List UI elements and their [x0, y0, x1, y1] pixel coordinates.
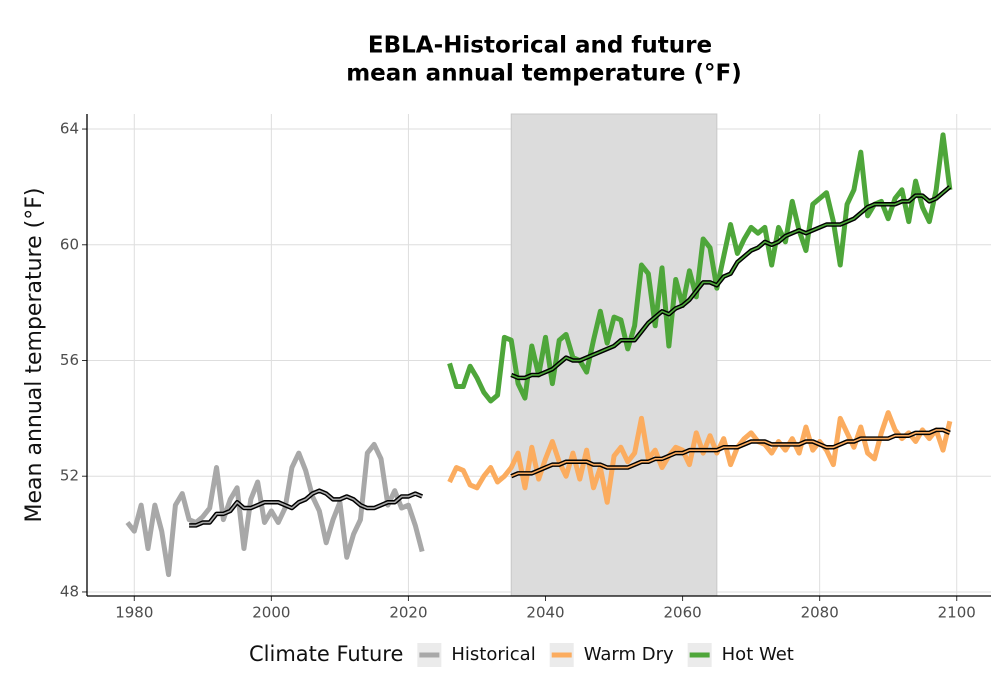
series-line	[125, 441, 425, 578]
y-tick-label: 64	[60, 120, 79, 138]
rolling-mean	[189, 489, 423, 527]
legend-label: Warm Dry	[584, 644, 674, 665]
chart-title: mean annual temperature (°F)	[346, 61, 742, 87]
chart-title: EBLA-Historical and future	[368, 33, 712, 59]
rolling-mean	[510, 186, 951, 379]
x-tick-label: 2020	[389, 604, 427, 622]
y-axis-label: Mean annual temperature (°F)	[22, 188, 47, 523]
x-tick-label: 2060	[663, 604, 701, 622]
x-tick-label: 2000	[252, 604, 290, 622]
y-tick-label: 60	[60, 235, 79, 253]
y-tick-label: 56	[60, 351, 79, 369]
legend-label: Historical	[451, 644, 535, 665]
shaded-period	[510, 113, 718, 597]
y-tick-label: 48	[60, 582, 79, 600]
series-line	[447, 410, 953, 505]
legend-label: Hot Wet	[722, 644, 794, 665]
x-tick-label: 1980	[115, 604, 153, 622]
x-tick-label: 2080	[801, 604, 839, 622]
legend-title: Climate Future	[249, 642, 403, 666]
rolling-mean	[510, 429, 951, 477]
y-tick-label: 52	[60, 467, 79, 485]
x-tick-label: 2100	[938, 604, 976, 622]
x-tick-label: 2040	[526, 604, 564, 622]
